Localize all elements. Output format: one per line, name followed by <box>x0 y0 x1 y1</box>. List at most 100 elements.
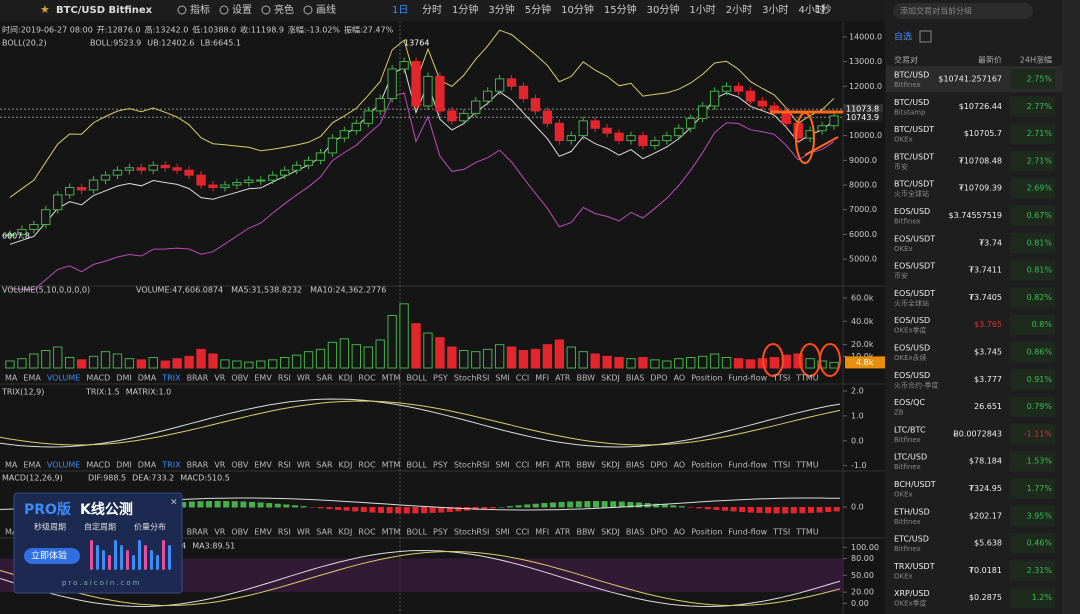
indicator-tab[interactable]: EMA <box>23 461 41 470</box>
indicator-tab[interactable]: BOLL <box>406 374 427 383</box>
indicator-tab[interactable]: EMV <box>254 461 272 470</box>
indicator-tab[interactable]: StochRSI <box>454 374 490 383</box>
indicator-tab[interactable]: Fund-flow <box>728 461 767 470</box>
interval-button[interactable]: 30分钟 <box>647 3 680 16</box>
indicator-tab[interactable]: MTM <box>382 374 401 383</box>
indicator-tab[interactable]: BRAR <box>187 374 209 383</box>
indicator-tab[interactable]: TTMU <box>795 528 819 537</box>
indicator-tab[interactable]: KDJ <box>339 374 353 383</box>
indicator-tab[interactable]: EMA <box>23 374 41 383</box>
indicator-tab[interactable]: Fund-flow <box>728 528 767 537</box>
indicator-tab[interactable]: RSI <box>278 461 291 470</box>
period-select[interactable]: 1日 <box>392 5 408 16</box>
indicator-tab[interactable]: BBW <box>576 528 595 537</box>
indicator-tab[interactable]: VR <box>214 461 225 470</box>
indicator-tab[interactable]: SKDJ <box>601 528 620 537</box>
indicator-tab[interactable]: MTM <box>382 461 401 470</box>
indicator-tab[interactable]: Fund-flow <box>728 374 767 383</box>
indicator-tab[interactable]: MA <box>5 528 18 537</box>
tool-button[interactable]: 设置 <box>232 4 252 16</box>
indicator-tab[interactable]: RSI <box>278 528 291 537</box>
indicator-tab[interactable]: AO <box>674 528 686 537</box>
indicator-tab[interactable]: Position <box>691 461 722 470</box>
interval-button[interactable]: 分时 <box>422 4 442 16</box>
indicator-tab[interactable]: DMA <box>138 461 157 470</box>
interval-button[interactable]: 1小时 <box>689 4 715 16</box>
interval-button[interactable]: 5分钟 <box>525 3 551 16</box>
indicator-tab[interactable]: KDJ <box>339 528 353 537</box>
tool-button[interactable]: 画线 <box>316 3 336 16</box>
indicator-tab[interactable]: VR <box>214 528 225 537</box>
indicator-tab[interactable]: EMV <box>254 528 272 537</box>
indicator-tab[interactable]: StochRSI <box>454 528 490 537</box>
indicator-tab[interactable]: BIAS <box>626 528 644 537</box>
indicator-tab[interactable]: VR <box>214 374 225 383</box>
indicator-tab[interactable]: OBV <box>231 374 249 383</box>
indicator-tab[interactable]: TTMU <box>795 461 819 470</box>
indicator-tab[interactable]: StochRSI <box>454 461 490 470</box>
indicator-tab[interactable]: WR <box>297 461 311 470</box>
ad-button[interactable] <box>24 548 80 564</box>
interval-button[interactable]: 4小时 <box>798 4 824 16</box>
indicator-tab[interactable]: SAR <box>316 528 333 537</box>
indicator-tab[interactable]: TTSI <box>772 374 790 383</box>
indicator-tab[interactable]: DMA <box>138 374 157 383</box>
indicator-tab[interactable]: MFI <box>535 528 549 537</box>
group-tab[interactable]: 自选 <box>894 31 912 43</box>
interval-button[interactable]: 2小时 <box>726 4 752 16</box>
tool-button[interactable]: 亮色 <box>274 3 294 16</box>
indicator-tab[interactable]: DPO <box>650 461 667 470</box>
search-box[interactable] <box>893 3 1033 19</box>
indicator-tab[interactable]: SAR <box>316 374 333 383</box>
indicator-tab[interactable]: DPO <box>650 374 667 383</box>
indicator-tab[interactable]: WR <box>297 374 311 383</box>
indicator-tab[interactable]: TTSI <box>772 461 790 470</box>
indicator-tab[interactable]: VOLUME <box>47 461 81 470</box>
indicator-tab[interactable]: SAR <box>316 461 333 470</box>
indicator-tab[interactable]: KDJ <box>339 461 353 470</box>
interval-button[interactable]: 3分钟 <box>488 3 514 16</box>
indicator-tab[interactable]: DMI <box>116 461 131 470</box>
indicator-tab[interactable]: ATR <box>555 461 571 470</box>
interval-button[interactable]: 10分钟 <box>561 3 594 16</box>
indicator-tab[interactable]: DPO <box>650 528 667 537</box>
indicator-tab[interactable]: PSY <box>433 374 448 383</box>
indicator-tab[interactable]: SMI <box>495 374 509 383</box>
indicator-tab[interactable]: ROC <box>358 374 376 383</box>
ad-button-label[interactable]: 立即体验 <box>31 550 67 562</box>
indicator-tab[interactable]: SKDJ <box>601 374 620 383</box>
indicator-tab[interactable]: MACD <box>86 374 110 383</box>
interval-button[interactable]: 15分钟 <box>604 3 637 16</box>
indicator-tab[interactable]: OBV <box>231 528 249 537</box>
indicator-tab[interactable]: ROC <box>358 528 376 537</box>
indicator-tab[interactable]: BIAS <box>626 461 644 470</box>
indicator-tab[interactable]: RSI <box>278 374 291 383</box>
indicator-tab[interactable]: VOLUME <box>47 374 81 383</box>
indicator-tab[interactable]: BRAR <box>187 528 209 537</box>
indicator-tab[interactable]: CCI <box>516 374 530 383</box>
indicator-tab[interactable]: BIAS <box>626 374 644 383</box>
indicator-tab[interactable]: AO <box>674 374 686 383</box>
indicator-tab[interactable]: CCI <box>516 461 530 470</box>
indicator-tab[interactable]: BBW <box>576 374 595 383</box>
indicator-tab[interactable]: CCI <box>516 528 530 537</box>
indicator-tab[interactable]: MFI <box>535 374 549 383</box>
indicator-tab[interactable]: TTMU <box>795 374 819 383</box>
indicator-tab[interactable]: BOLL <box>406 461 427 470</box>
indicator-tab[interactable]: MACD <box>86 461 110 470</box>
indicator-tab[interactable]: AO <box>674 461 686 470</box>
add-group[interactable] <box>919 30 932 43</box>
indicator-tab[interactable]: MTM <box>382 528 401 537</box>
ad-close[interactable]: × <box>170 498 178 508</box>
indicator-tab[interactable]: Position <box>691 374 722 383</box>
indicator-tab[interactable]: MA <box>5 461 18 470</box>
indicator-tab[interactable]: ATR <box>555 528 571 537</box>
indicator-tab[interactable]: TTSI <box>772 528 790 537</box>
indicator-tab[interactable]: SMI <box>495 461 509 470</box>
indicator-tab[interactable]: ATR <box>555 374 571 383</box>
indicator-tab[interactable]: OBV <box>231 461 249 470</box>
indicator-tab[interactable]: TRIX <box>161 374 181 383</box>
indicator-tab[interactable]: BOLL <box>406 528 427 537</box>
indicator-tab[interactable]: BBW <box>576 461 595 470</box>
tool-button[interactable]: 指标 <box>190 3 210 16</box>
